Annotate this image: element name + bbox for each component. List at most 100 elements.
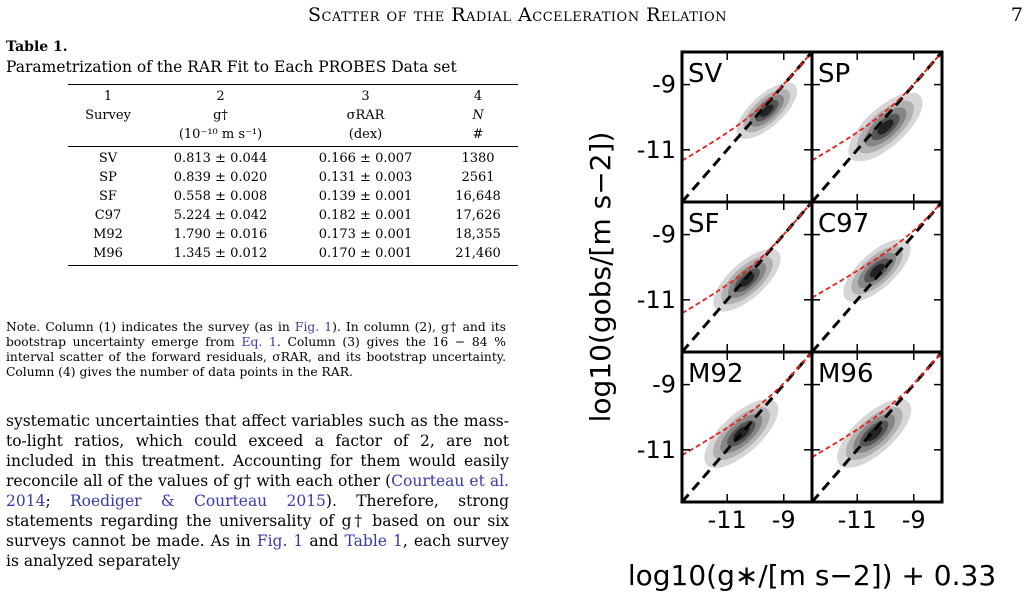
body-text: systematic uncertainties that affect var…: [6, 412, 509, 490]
panel-c97: [812, 202, 942, 352]
table-cell-n: 18,355: [455, 227, 501, 242]
panel-frame: [810, 350, 944, 504]
table-cell-sigma: 0.131 ± 0.003: [318, 170, 413, 185]
table-cell-gdag: 0.558 ± 0.008: [173, 189, 268, 204]
x-tick-label: -9: [772, 506, 796, 534]
table-cell-sigma: 0.166 ± 0.007: [318, 151, 413, 166]
body-text: ). Therefore, strong statements regardin…: [6, 492, 509, 550]
table-cell-survey: M92: [93, 227, 123, 242]
table-cell-n: 21,460: [438, 244, 518, 266]
equation-link[interactable]: Eq. 1: [241, 335, 277, 349]
table-col-number: 4: [438, 84, 518, 106]
rar-figure-svg: SV -9 -11 SP SF -9 -11 C97 M92 -9 -11 -11 -9 M96 -11 -9…: [584, 50, 996, 592]
table-link[interactable]: Table 1: [344, 532, 403, 550]
table-header-names: Survey g† σRAR N: [68, 106, 518, 125]
citation-link[interactable]: Courteau et al. 2014: [6, 472, 510, 510]
density-contour: [739, 273, 755, 288]
density-contour: [877, 119, 894, 135]
left-column: Table 1. Parametrization of the RAR Fit …: [6, 0, 518, 613]
panel-sf: [682, 202, 812, 352]
density-contour: [760, 104, 774, 117]
table-cell-survey: C97: [94, 208, 122, 223]
table-col-number: 1: [68, 84, 148, 106]
table-cell-gdag: 1.790 ± 0.016: [173, 227, 268, 242]
note-text: ). In column (2), g† and its bootstrap u…: [6, 320, 506, 349]
table-cell-n: 16,648: [455, 189, 501, 204]
rar-fit-line: [812, 202, 942, 299]
body-text: , each survey is analyzed separately: [6, 532, 509, 570]
y-tick-label: -9: [652, 71, 676, 99]
rar-fit-line: [682, 352, 812, 456]
body-text: ;: [45, 492, 70, 510]
x-tick-label: -9: [902, 506, 926, 534]
rar-fit-line: [682, 52, 812, 162]
panel-label: SV: [688, 59, 723, 89]
y-tick-label: -11: [637, 286, 676, 314]
note-text: . Column (3) gives the 16 − 84 % interva…: [6, 335, 506, 379]
table-cell-n: 17,626: [455, 208, 501, 223]
body-paragraph: systematic uncertainties that affect var…: [6, 411, 509, 571]
rar-fit-line: [812, 352, 942, 458]
running-head: Scatter of the Radial Acceleration Relat…: [307, 4, 728, 26]
one-to-one-line: [682, 352, 812, 502]
panel-sv: [682, 52, 812, 202]
panels-layer: [682, 52, 942, 502]
panel-sp: [812, 52, 942, 202]
table-header-numbers: 1 2 3 4: [68, 84, 518, 106]
note-text: Note. Column (1) indicates the survey (a…: [6, 320, 295, 334]
table-cell-gdag: 5.224 ± 0.042: [173, 208, 268, 223]
table-row: M92 1.790 ± 0.016 0.173 ± 0.001 18,355: [68, 225, 518, 244]
figure-link[interactable]: Fig. 1: [294, 320, 333, 334]
y-tick-label: -11: [637, 136, 676, 164]
table-row: SP 0.839 ± 0.020 0.131 ± 0.003 2561: [68, 168, 518, 187]
y-tick-label: -11: [637, 436, 676, 464]
panel-label: C97: [818, 209, 869, 239]
rar-fit-line: [812, 52, 942, 162]
panel-frames: SV -9 -11 SP SF -9 -11 C97 M92 -9 -11 -11 -9 M96 -11 -9: [637, 50, 944, 534]
table-cell-survey: SV: [98, 151, 118, 166]
table-cell-sigma: 0.182 ± 0.001: [318, 208, 413, 223]
one-to-one-line: [812, 352, 942, 502]
table-cell-survey: SP: [99, 170, 117, 185]
y-axis-title: log10(gobs/[m s−2]): [584, 132, 617, 423]
table-cell-n: 2561: [461, 170, 495, 185]
table-col-number: 3: [293, 84, 438, 106]
table-cell-gdag: 1.345 ± 0.012: [148, 244, 293, 266]
panel-label: SF: [688, 209, 719, 239]
table-row: M96 1.345 ± 0.012 0.170 ± 0.001 21,460: [68, 244, 518, 266]
rar-figure: SV -9 -11 SP SF -9 -11 C97 M92 -9 -11 -11 -9 M96 -11 -9…: [540, 30, 1035, 613]
one-to-one-line: [812, 202, 942, 352]
panel-m92: [682, 352, 812, 502]
x-tick-label: -11: [708, 506, 747, 534]
table-col-unit: [68, 125, 148, 147]
table-caption: Parametrization of the RAR Fit to Each P…: [6, 58, 457, 76]
table-cell-gdag: 0.839 ± 0.020: [173, 170, 268, 185]
results-table: 1 2 3 4 Survey g† σRAR N (10⁻¹⁰ m s⁻¹) (…: [68, 84, 518, 266]
panel-label: SP: [818, 59, 850, 89]
table-cell-sigma: 0.139 ± 0.001: [318, 189, 413, 204]
table-header-units: (10⁻¹⁰ m s⁻¹) (dex) #: [68, 125, 518, 147]
table-col-unit: (10⁻¹⁰ m s⁻¹): [148, 125, 293, 147]
table-col-name: Survey: [85, 108, 131, 123]
body-text: and: [303, 532, 345, 550]
table-col-number: 2: [148, 84, 293, 106]
citation-link[interactable]: Roediger & Courteau 2015: [69, 492, 326, 510]
table-col-unit: #: [438, 125, 518, 147]
panel-label: M92: [688, 359, 744, 389]
table-cell-survey: M96: [68, 244, 148, 266]
table-cell-survey: SF: [99, 189, 117, 204]
page-number: 7: [1010, 4, 1023, 26]
table-col-name: N: [472, 108, 484, 123]
figure-link[interactable]: Fig. 1: [256, 532, 304, 550]
x-axis-title: log10(g∗/[m s−2]) + 0.33: [628, 559, 996, 592]
table-cell-sigma: 0.170 ± 0.001: [293, 244, 438, 266]
y-tick-label: -9: [652, 221, 676, 249]
table-col-unit: (dex): [293, 125, 438, 147]
density-contour: [869, 263, 885, 278]
table-row: C97 5.224 ± 0.042 0.182 ± 0.001 17,626: [68, 206, 518, 225]
density-contour: [866, 425, 883, 442]
panel-m96: [812, 352, 942, 502]
table-cell-sigma: 0.173 ± 0.001: [318, 227, 413, 242]
panel-label: M96: [818, 359, 874, 389]
rar-fit-line: [682, 202, 812, 315]
